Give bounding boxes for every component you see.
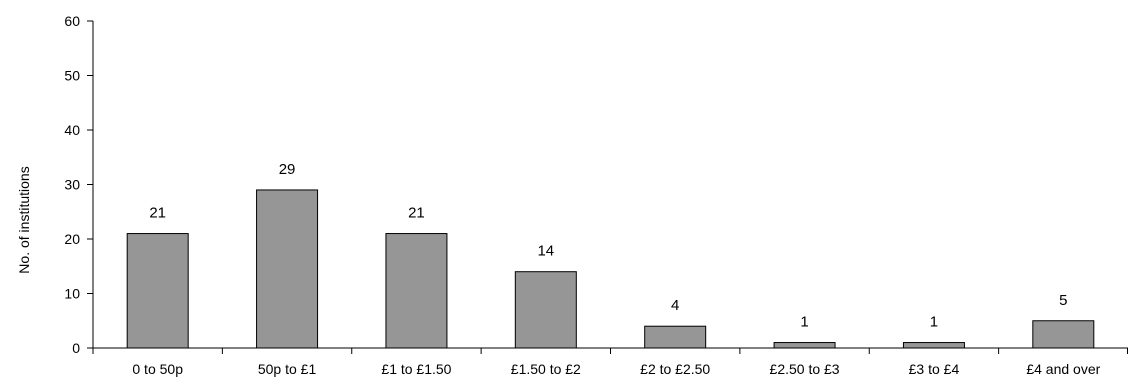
x-tick-label: £2.50 to £3 [770, 361, 840, 377]
data-label: 5 [1059, 292, 1067, 309]
y-tick-label: 40 [64, 122, 80, 138]
y-tick-label: 50 [64, 68, 80, 84]
y-tick-label: 0 [72, 340, 80, 356]
x-tick-label: £3 to £4 [909, 361, 960, 377]
data-label: 1 [800, 314, 808, 331]
x-tick-label: £1.50 to £2 [511, 361, 581, 377]
bar [386, 234, 447, 348]
y-tick-label: 10 [64, 286, 80, 302]
bars [127, 190, 1094, 348]
bar [645, 326, 706, 348]
y-tick-label: 60 [64, 13, 80, 29]
y-tick-label: 30 [64, 177, 80, 193]
data-label: 21 [408, 205, 425, 222]
data-label: 1 [930, 314, 938, 331]
y-axis-title: No. of institutions [16, 166, 32, 273]
x-tick-label: £2 to £2.50 [640, 361, 710, 377]
data-label: 29 [279, 161, 296, 178]
y-tick-label: 20 [64, 231, 80, 247]
data-label: 21 [149, 205, 166, 222]
bar [257, 190, 318, 348]
bar [515, 272, 576, 348]
x-tick-label: £4 and over [1026, 361, 1100, 377]
y-axis: 0 10 20 30 40 50 60 [64, 13, 93, 356]
bar [127, 234, 188, 348]
bar [1033, 321, 1094, 348]
data-label: 4 [671, 297, 679, 314]
x-tick-label: £1 to £1.50 [381, 361, 451, 377]
bar [903, 343, 964, 348]
bar [774, 343, 835, 348]
data-label: 14 [537, 243, 554, 260]
x-axis: 0 to 50p 50p to £1 £1 to £1.50 £1.50 to £2 £… [93, 348, 1128, 377]
x-tick-label: 50p to £1 [258, 361, 317, 377]
x-tick-label: 0 to 50p [132, 361, 183, 377]
